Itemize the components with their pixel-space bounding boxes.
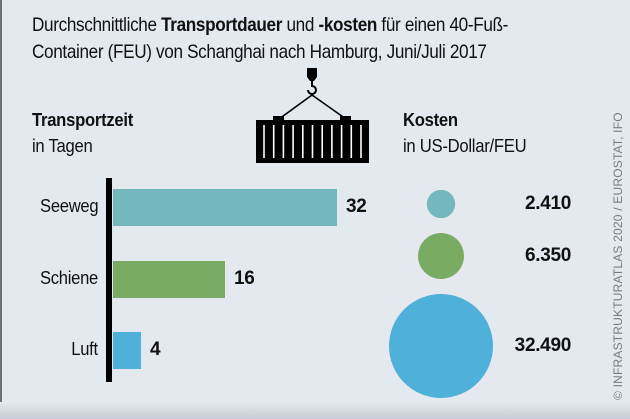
title-line-2: Container (FEU) von Schanghai nach Hambu…	[32, 41, 487, 63]
bar-value-label: 32	[346, 196, 367, 217]
bubble-value-label: 6.350	[524, 245, 571, 266]
crane-hook-icon	[278, 68, 347, 120]
bar-luft	[113, 332, 141, 369]
title-line-1: Durchschnittliche Transportdauer und -ko…	[32, 12, 542, 39]
bar-axis	[106, 178, 112, 382]
bubble-schiene	[418, 233, 464, 279]
title-text-2: und	[282, 14, 319, 36]
cost-subtitle: in US-Dollar/FEU	[403, 135, 527, 156]
source-credit: © INFRASTRUKTURATLAS 2020 / EUROSTAT, IF…	[611, 112, 625, 400]
frame-border	[0, 0, 2, 419]
bar-seeweg	[113, 189, 337, 226]
bar-value-label: 4	[150, 339, 161, 360]
title-bold-1: Transportdauer	[161, 14, 283, 36]
time-section-header: Transportzeit in Tagen	[32, 107, 133, 159]
cost-title: Kosten	[403, 109, 458, 130]
time-subtitle: in Tagen	[32, 135, 93, 156]
cost-section-header: Kosten in US-Dollar/FEU	[403, 107, 527, 159]
title-text-3: für einen 40-Fuß-	[377, 14, 509, 36]
bar-schiene	[113, 261, 225, 298]
category-label: Schiene	[40, 268, 98, 288]
bar-value-label: 16	[234, 268, 255, 289]
category-label: Luft	[71, 339, 98, 359]
bubble-luft	[389, 294, 493, 398]
container-icon	[256, 116, 369, 163]
time-title: Transportzeit	[32, 109, 134, 130]
title-text-1: Durchschnittliche	[32, 14, 162, 36]
bubble-seeweg	[426, 189, 456, 219]
chart-title: Durchschnittliche Transportdauer und -ko…	[32, 12, 542, 66]
bubble-value-label: 32.490	[514, 335, 572, 356]
category-label: Seeweg	[39, 196, 98, 216]
bubble-value-label: 2.410	[524, 193, 571, 214]
bottom-shade	[0, 402, 630, 419]
title-bold-2: -kosten	[318, 14, 378, 36]
